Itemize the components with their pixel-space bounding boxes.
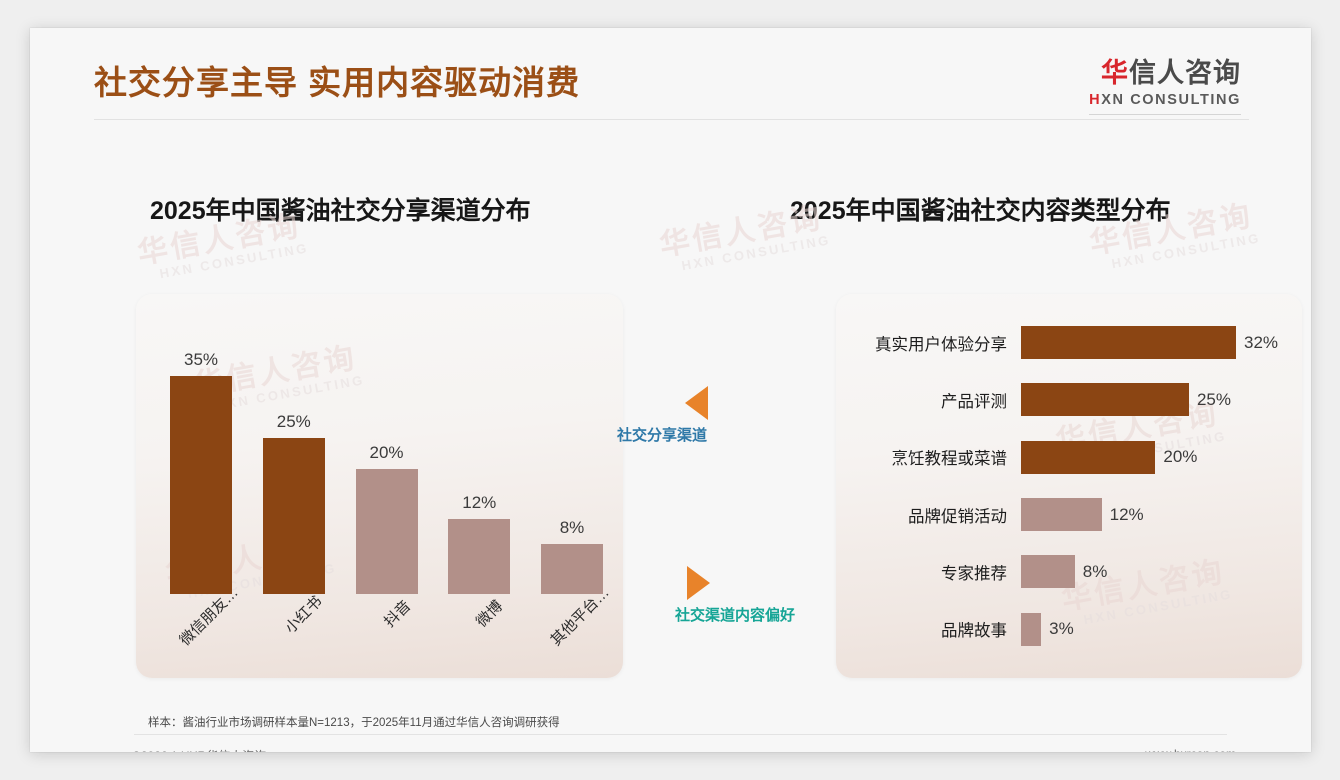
company-logo: 华信人咨询 HXN CONSULTING bbox=[1089, 60, 1241, 115]
vertical-bar-axis-labels: 微信朋友… 小红书 抖音 微博 其他平台… bbox=[170, 584, 613, 678]
axis-label-slot: 微博 bbox=[448, 594, 510, 678]
bar-value-label: 35% bbox=[183, 350, 219, 369]
bar-column: 35% bbox=[170, 326, 232, 594]
footnote-divider bbox=[134, 734, 1227, 735]
bar-row: 真实用户体验分享 32% bbox=[836, 326, 1302, 360]
bar bbox=[1021, 555, 1075, 589]
bar bbox=[1021, 440, 1156, 474]
bar-value-label: 12% bbox=[1109, 504, 1144, 524]
axis-category-label: 小红书 bbox=[281, 592, 326, 637]
horizontal-bar-chart: 真实用户体验分享 32% 产品评测 25% 烹饪教程或菜谱 20% 品牌促销活动 12% 专家推… bbox=[836, 314, 1302, 658]
bar-category-label: 品牌故事 bbox=[941, 622, 1007, 641]
annotation-label: 社交渠道内容偏好 bbox=[675, 607, 796, 624]
bar-track: 20% bbox=[1021, 440, 1302, 474]
bar-column: 25% bbox=[262, 326, 325, 594]
bar-row: 专家推荐 8% bbox=[836, 555, 1302, 589]
axis-label-slot: 其他平台… bbox=[541, 584, 613, 678]
bar-value-label: 25% bbox=[1196, 389, 1231, 409]
bar-value-label: 3% bbox=[1049, 619, 1074, 639]
annotation-social-share-channel: 社交分享渠道 bbox=[617, 386, 708, 445]
logo-cn-rest: 信人咨询 bbox=[1129, 58, 1241, 88]
title-divider bbox=[94, 119, 1249, 120]
slide-header: 社交分享主导 实用内容驱动消费 华信人咨询 HXN CONSULTING bbox=[30, 28, 1311, 120]
bar-track: 12% bbox=[1021, 498, 1302, 532]
vertical-bar-chart: 35% 25% 20% 12% 8% bbox=[170, 326, 603, 594]
slide-card: 社交分享主导 实用内容驱动消费 华信人咨询 HXN CONSULTING 202… bbox=[30, 28, 1311, 752]
bar-value-label: 20% bbox=[1163, 447, 1198, 467]
triangle-right-icon bbox=[687, 566, 710, 600]
logo-english-text: HXN CONSULTING bbox=[1089, 93, 1241, 108]
bar bbox=[448, 519, 511, 594]
bar-track: 8% bbox=[1021, 555, 1302, 589]
bar-track: 32% bbox=[1021, 326, 1302, 360]
bar bbox=[170, 376, 232, 594]
bar-row: 品牌促销活动 12% bbox=[836, 498, 1302, 532]
bar-value-label: 8% bbox=[1082, 561, 1108, 581]
bar-track: 25% bbox=[1021, 383, 1302, 417]
bar-value-label: 12% bbox=[462, 493, 497, 513]
bar-value-label: 8% bbox=[559, 518, 585, 538]
axis-label-slot: 小红书 bbox=[263, 592, 326, 678]
bar bbox=[1021, 383, 1189, 417]
bar-category-label: 专家推荐 bbox=[941, 564, 1007, 583]
bar-column: 8% bbox=[541, 326, 603, 594]
right-chart-title: 2025年中国酱油社交内容类型分布 bbox=[790, 197, 1171, 225]
bar bbox=[355, 469, 418, 594]
footer-copyright: ©2026.1 HXR华信人咨询 bbox=[132, 747, 266, 752]
bar-row: 产品评测 25% bbox=[836, 383, 1302, 417]
bar-category-label: 烹饪教程或菜谱 bbox=[891, 450, 1008, 469]
bar-row: 烹饪教程或菜谱 20% bbox=[836, 440, 1302, 474]
bar-category-label: 真实用户体验分享 bbox=[875, 335, 1007, 354]
bar-row: 品牌故事 3% bbox=[836, 612, 1302, 646]
watermark-en: HXN CONSULTING bbox=[158, 239, 310, 281]
bar-value-label: 20% bbox=[369, 443, 404, 463]
triangle-left-icon bbox=[685, 386, 708, 420]
bar-column: 12% bbox=[448, 326, 511, 594]
watermark-en: HXN CONSULTING bbox=[1110, 229, 1262, 271]
logo-underline bbox=[1089, 113, 1241, 115]
bar bbox=[1021, 326, 1236, 360]
logo-en-red-char: H bbox=[1089, 92, 1102, 108]
sample-footnote: 样本：酱油行业市场调研样本量N=1213，于2025年11月通过华信人咨询调研获… bbox=[148, 717, 560, 729]
left-chart-title: 2025年中国酱油社交分享渠道分布 bbox=[150, 197, 531, 225]
page-title: 社交分享主导 实用内容驱动消费 bbox=[94, 64, 581, 101]
annotation-label: 社交分享渠道 bbox=[617, 427, 708, 444]
annotation-social-channel-content-preference: 社交渠道内容偏好 bbox=[675, 566, 795, 625]
axis-category-label: 微博 bbox=[473, 597, 507, 631]
bar-track: 3% bbox=[1021, 612, 1302, 646]
axis-label-slot: 抖音 bbox=[356, 594, 418, 678]
logo-cn-red-char: 华 bbox=[1101, 58, 1129, 88]
axis-label-slot: 微信朋友… bbox=[170, 584, 242, 678]
footer-website: www.hxrcon.com bbox=[1145, 747, 1236, 752]
right-chart-panel: 华信人咨询 HXN CONSULTING 华信人咨询 HXN CONSULTIN… bbox=[836, 294, 1302, 678]
bar-category-label: 产品评测 bbox=[941, 392, 1007, 411]
bar bbox=[1021, 612, 1042, 646]
bar-value-label: 25% bbox=[276, 412, 311, 432]
bar-category-label: 品牌促销活动 bbox=[908, 507, 1007, 526]
axis-category-label: 抖音 bbox=[380, 597, 414, 631]
watermark-en: HXN CONSULTING bbox=[680, 231, 832, 273]
bar bbox=[1021, 498, 1102, 532]
logo-en-rest: XN CONSULTING bbox=[1101, 92, 1241, 108]
logo-chinese-text: 华信人咨询 bbox=[1089, 60, 1241, 87]
bar bbox=[541, 544, 603, 594]
bar-value-label: 32% bbox=[1244, 332, 1279, 352]
bar-column: 20% bbox=[355, 326, 418, 594]
left-chart-panel: 华信人咨询 HXN CONSULTING 华信人咨询 HXN CONSULTIN… bbox=[136, 294, 623, 678]
bar bbox=[262, 438, 325, 594]
